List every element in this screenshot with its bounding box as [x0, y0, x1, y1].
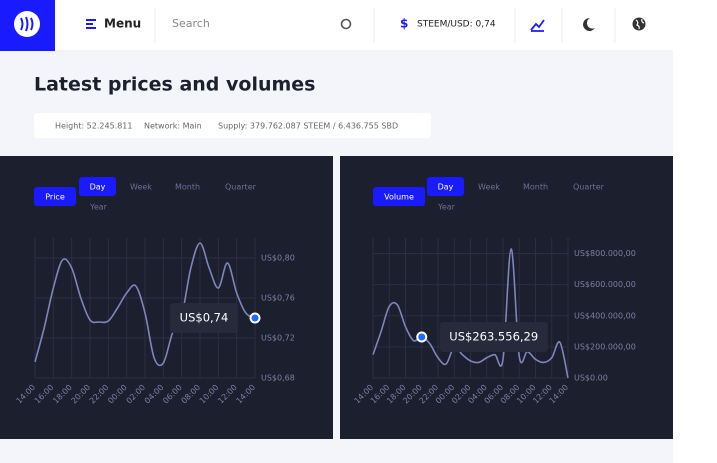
- highlight-dot: [249, 312, 261, 324]
- language-icon[interactable]: [632, 17, 646, 31]
- tab[interactable]: Month: [523, 183, 548, 192]
- tab[interactable]: Week: [478, 183, 500, 192]
- y-tick-label: US$800.000,00: [574, 249, 636, 258]
- navbar: [0, 0, 673, 51]
- mode-button[interactable]: [34, 187, 76, 206]
- search-placeholder: Search: [172, 17, 210, 30]
- line: [34, 242, 256, 367]
- y-tick-label: US$0.00: [574, 374, 608, 383]
- tab[interactable]: Year: [437, 203, 456, 212]
- y-tick-label: US$0,80: [261, 254, 295, 263]
- mode-label: Volume: [384, 193, 414, 202]
- info-network: Network: Main: [144, 122, 202, 131]
- page-title: Latest prices and volumes: [34, 74, 316, 96]
- chart-icon[interactable]: [530, 19, 545, 32]
- highlight-dot: [416, 331, 428, 343]
- search-icon: [340, 18, 352, 30]
- menu-button[interactable]: Menu: [86, 17, 141, 31]
- menu-icon: [86, 19, 96, 29]
- tab[interactable]: Quarter: [573, 183, 605, 192]
- tab-active[interactable]: [79, 177, 116, 196]
- tab[interactable]: Day: [90, 183, 106, 192]
- theme-icon[interactable]: [583, 17, 595, 31]
- tab[interactable]: Year: [89, 203, 108, 212]
- line: [372, 248, 569, 379]
- y-tick-label: US$600.000,00: [574, 280, 636, 289]
- info-supply: Supply: 379.762.087 STEEM / 6.436.755 SB…: [218, 122, 398, 131]
- info-height: Height: 52.245.811: [55, 122, 133, 131]
- y-tick-label: US$400.000,00: [574, 311, 636, 320]
- tab-active[interactable]: [427, 177, 464, 196]
- tooltip-label: US$263.556,29: [449, 330, 538, 344]
- ticker-icon: $: [400, 17, 408, 31]
- y-tick-label: US$200.000,00: [574, 342, 636, 351]
- y-tick-label: US$0,68: [261, 374, 295, 383]
- info-bar: [34, 113, 431, 138]
- tooltip-box: [170, 303, 238, 333]
- globe-land: [635, 18, 645, 30]
- tab[interactable]: Week: [130, 183, 152, 192]
- tab[interactable]: Quarter: [225, 183, 257, 192]
- tab[interactable]: Day: [438, 183, 454, 192]
- tooltip-label: US$0,74: [180, 311, 229, 325]
- tab[interactable]: Month: [175, 183, 200, 192]
- mode-button[interactable]: [373, 187, 425, 206]
- y-tick-label: US$0,76: [261, 294, 295, 303]
- tooltip-box: [439, 322, 548, 353]
- menu-label: Menu: [104, 17, 141, 31]
- search[interactable]: Search: [172, 17, 352, 30]
- ticker: STEEM/USD: 0,74: [417, 20, 496, 30]
- y-tick-label: US$0,72: [261, 334, 295, 343]
- logo-glyph: [20, 16, 34, 32]
- mode-label: Price: [45, 193, 65, 202]
